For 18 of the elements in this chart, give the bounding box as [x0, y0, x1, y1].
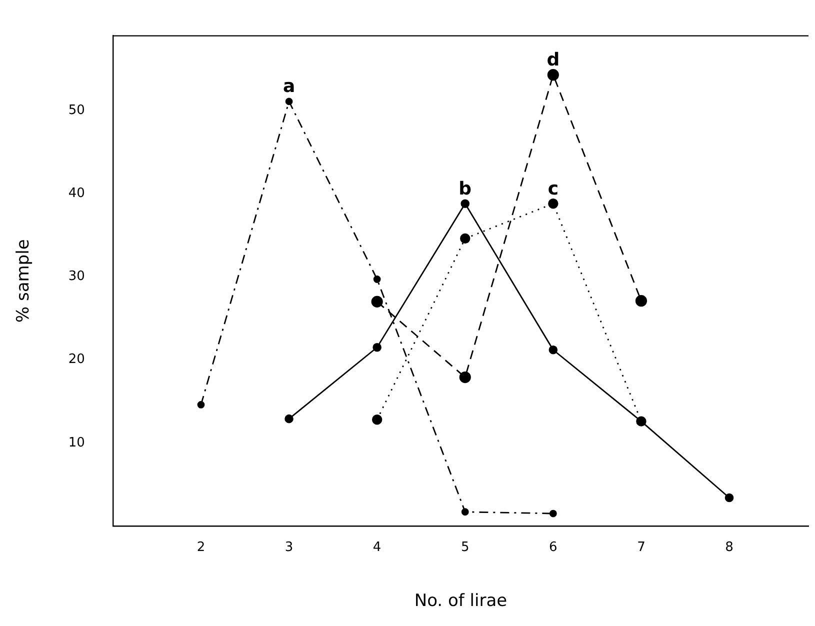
x-tick-label: 7: [637, 540, 646, 556]
y-tick-label: 20: [68, 352, 85, 368]
x-tick-label: 8: [725, 540, 734, 556]
y-tick-label: 50: [68, 102, 85, 118]
series-label: c: [548, 178, 559, 200]
x-tick-label: 4: [372, 540, 382, 556]
x-axis-title: No. of lirae: [414, 591, 508, 612]
x-tick-label: 2: [196, 540, 206, 556]
series-label: a: [282, 76, 296, 98]
series-label: d: [546, 50, 560, 71]
y-axis-title: % sample: [14, 239, 34, 323]
y-tick-label: 40: [68, 186, 85, 202]
series-label: b: [458, 178, 472, 200]
y-tick-label: 10: [68, 435, 85, 450]
x-tick-label: 3: [284, 540, 294, 556]
y-tick-label: 30: [68, 269, 85, 284]
x-tick-label: 5: [460, 540, 470, 556]
x-tick-label: 6: [549, 540, 558, 556]
